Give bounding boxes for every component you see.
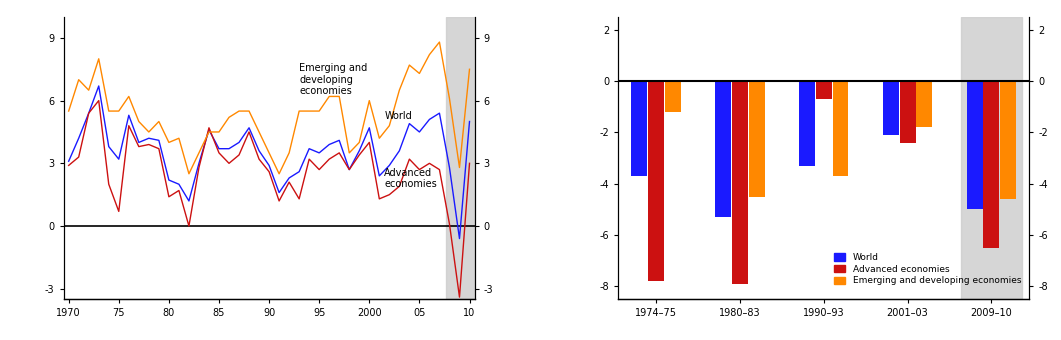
Legend: World, Advanced economies, Emerging and developing economies: World, Advanced economies, Emerging and …: [831, 250, 1025, 289]
Bar: [648, 81, 664, 281]
Bar: [900, 81, 916, 143]
Bar: [967, 81, 982, 209]
Bar: [799, 81, 815, 166]
Bar: [816, 81, 832, 99]
Text: Advanced
economies: Advanced economies: [384, 168, 437, 189]
Bar: [749, 81, 765, 197]
Bar: [961, 17, 1022, 299]
Bar: [883, 81, 899, 135]
Bar: [833, 81, 849, 176]
Bar: [917, 81, 933, 127]
Bar: [665, 81, 681, 112]
Bar: [1001, 81, 1016, 199]
Bar: [715, 81, 731, 217]
Text: Emerging and
developing
economies: Emerging and developing economies: [299, 63, 367, 96]
Bar: [447, 17, 474, 299]
Bar: [984, 81, 999, 248]
Bar: [732, 81, 748, 284]
Text: World: World: [384, 111, 412, 121]
Bar: [631, 81, 647, 176]
